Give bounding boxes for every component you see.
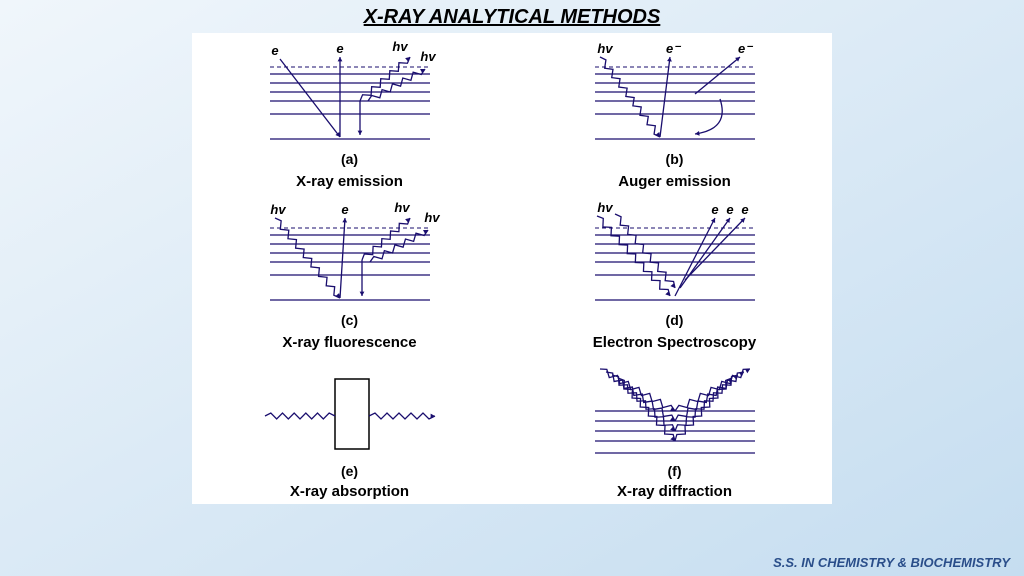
diagram-row: eehvhv (a) hve⁻e⁻ (b) <box>202 39 822 167</box>
svg-text:hv: hv <box>597 41 613 56</box>
diagram-row: (e) (f) <box>202 361 822 479</box>
diagram-f <box>575 361 775 461</box>
svg-text:hv: hv <box>392 39 408 54</box>
panel-label: (f) <box>527 463 822 479</box>
method-label: Auger emission <box>527 173 822 190</box>
svg-text:hv: hv <box>394 200 410 215</box>
diagram-row: hvehvhv (c) hveee (d) <box>202 200 822 328</box>
svg-text:e⁻: e⁻ <box>737 41 753 56</box>
panel-label: (e) <box>202 463 497 479</box>
panel-label: (b) <box>527 151 822 167</box>
method-row: X-ray emission Auger emission <box>202 167 822 200</box>
method-label: X-ray emission <box>202 173 497 190</box>
svg-text:e: e <box>741 202 748 217</box>
diagram-cell-f: (f) <box>527 361 822 479</box>
panel-label: (c) <box>202 312 497 328</box>
method-row: X-ray absorption X-ray diffraction <box>202 479 822 500</box>
svg-text:hv: hv <box>597 200 613 215</box>
method-label: Electron Spectroscopy <box>527 334 822 351</box>
footer-credit: S.S. IN CHEMISTRY & BIOCHEMISTRY <box>773 555 1010 570</box>
method-row: X-ray fluorescence Electron Spectroscopy <box>202 328 822 361</box>
page-title: X-RAY ANALYTICAL METHODS <box>0 0 1024 29</box>
diagram-c: hvehvhv <box>250 200 450 310</box>
diagram-a: e e hvhv <box>250 39 450 149</box>
svg-text:e: e <box>336 41 343 56</box>
svg-text:hv: hv <box>270 202 286 217</box>
panel-label: (d) <box>527 312 822 328</box>
svg-text:hv: hv <box>420 49 436 64</box>
method-label: X-ray diffraction <box>527 483 822 500</box>
diagram-b: hv e⁻ e⁻ <box>575 39 775 149</box>
svg-text:e: e <box>271 43 278 58</box>
panel-label: (a) <box>202 151 497 167</box>
svg-text:e: e <box>711 202 718 217</box>
svg-text:e: e <box>726 202 733 217</box>
diagram-panel-container: eehvhv (a) hve⁻e⁻ (b) X-ray emission Aug… <box>192 33 832 504</box>
diagram-d: hveee <box>575 200 775 310</box>
method-label: X-ray absorption <box>202 483 497 500</box>
diagram-cell-e: (e) <box>202 361 497 479</box>
diagram-cell-d: hveee (d) <box>527 200 822 328</box>
diagram-e <box>250 361 450 461</box>
method-label: X-ray fluorescence <box>202 334 497 351</box>
svg-text:hv: hv <box>424 210 440 225</box>
diagram-cell-b: hv e⁻ e⁻ (b) <box>527 39 822 167</box>
svg-text:e⁻: e⁻ <box>665 41 681 56</box>
diagram-cell-c: hvehvhv (c) <box>202 200 497 328</box>
svg-text:e: e <box>341 202 348 217</box>
diagram-cell-a: e e hvhv (a) <box>202 39 497 167</box>
